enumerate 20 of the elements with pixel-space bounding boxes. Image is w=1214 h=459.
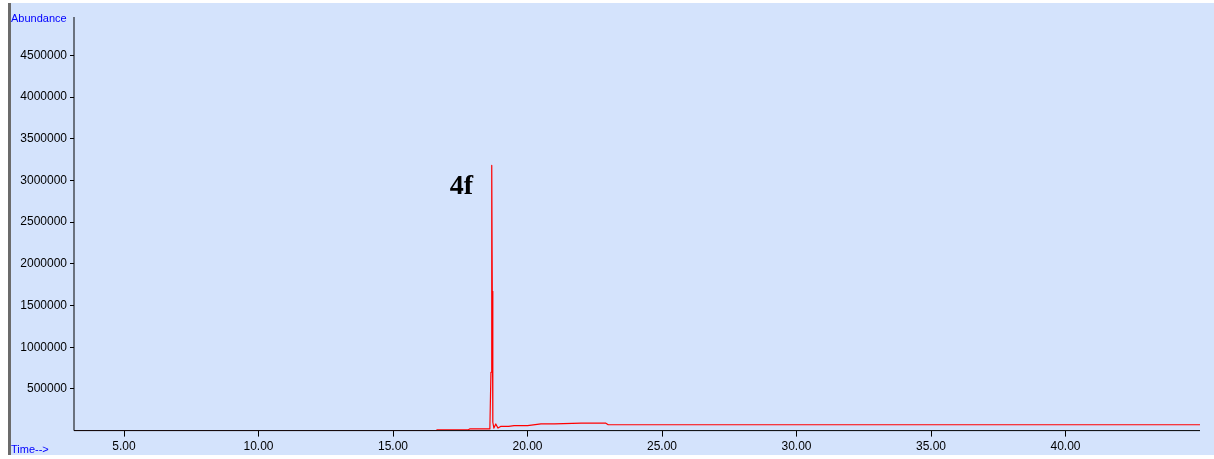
x-tick-label: 15.00 bbox=[378, 439, 409, 454]
y-tick-label: 2000000 bbox=[20, 256, 68, 271]
x-tick-label: 35.00 bbox=[915, 439, 947, 454]
x-axis-title: Time--> bbox=[11, 442, 49, 455]
y-axis-title: Abundance bbox=[11, 11, 67, 24]
y-tick-label: 1000000 bbox=[20, 339, 68, 354]
y-tick-label: 3000000 bbox=[20, 172, 68, 187]
y-tick-label: 2500000 bbox=[20, 214, 68, 229]
x-tick-label: 10.00 bbox=[243, 439, 274, 454]
x-tick-label: 20.00 bbox=[512, 439, 543, 454]
annotation: 4f bbox=[449, 168, 474, 200]
y-tick-label: 3500000 bbox=[20, 131, 68, 146]
y-tick-label: 500000 bbox=[26, 381, 68, 396]
x-tick-label: 25.00 bbox=[647, 439, 678, 454]
x-tick-label: 40.00 bbox=[1050, 439, 1081, 454]
y-tick-label: 4500000 bbox=[20, 47, 68, 62]
x-tick-label: 30.00 bbox=[781, 439, 812, 454]
y-tick-label: 4000000 bbox=[20, 89, 68, 104]
x-tick-label: 5.00 bbox=[112, 439, 137, 454]
y-tick-label: 1500000 bbox=[20, 297, 68, 312]
